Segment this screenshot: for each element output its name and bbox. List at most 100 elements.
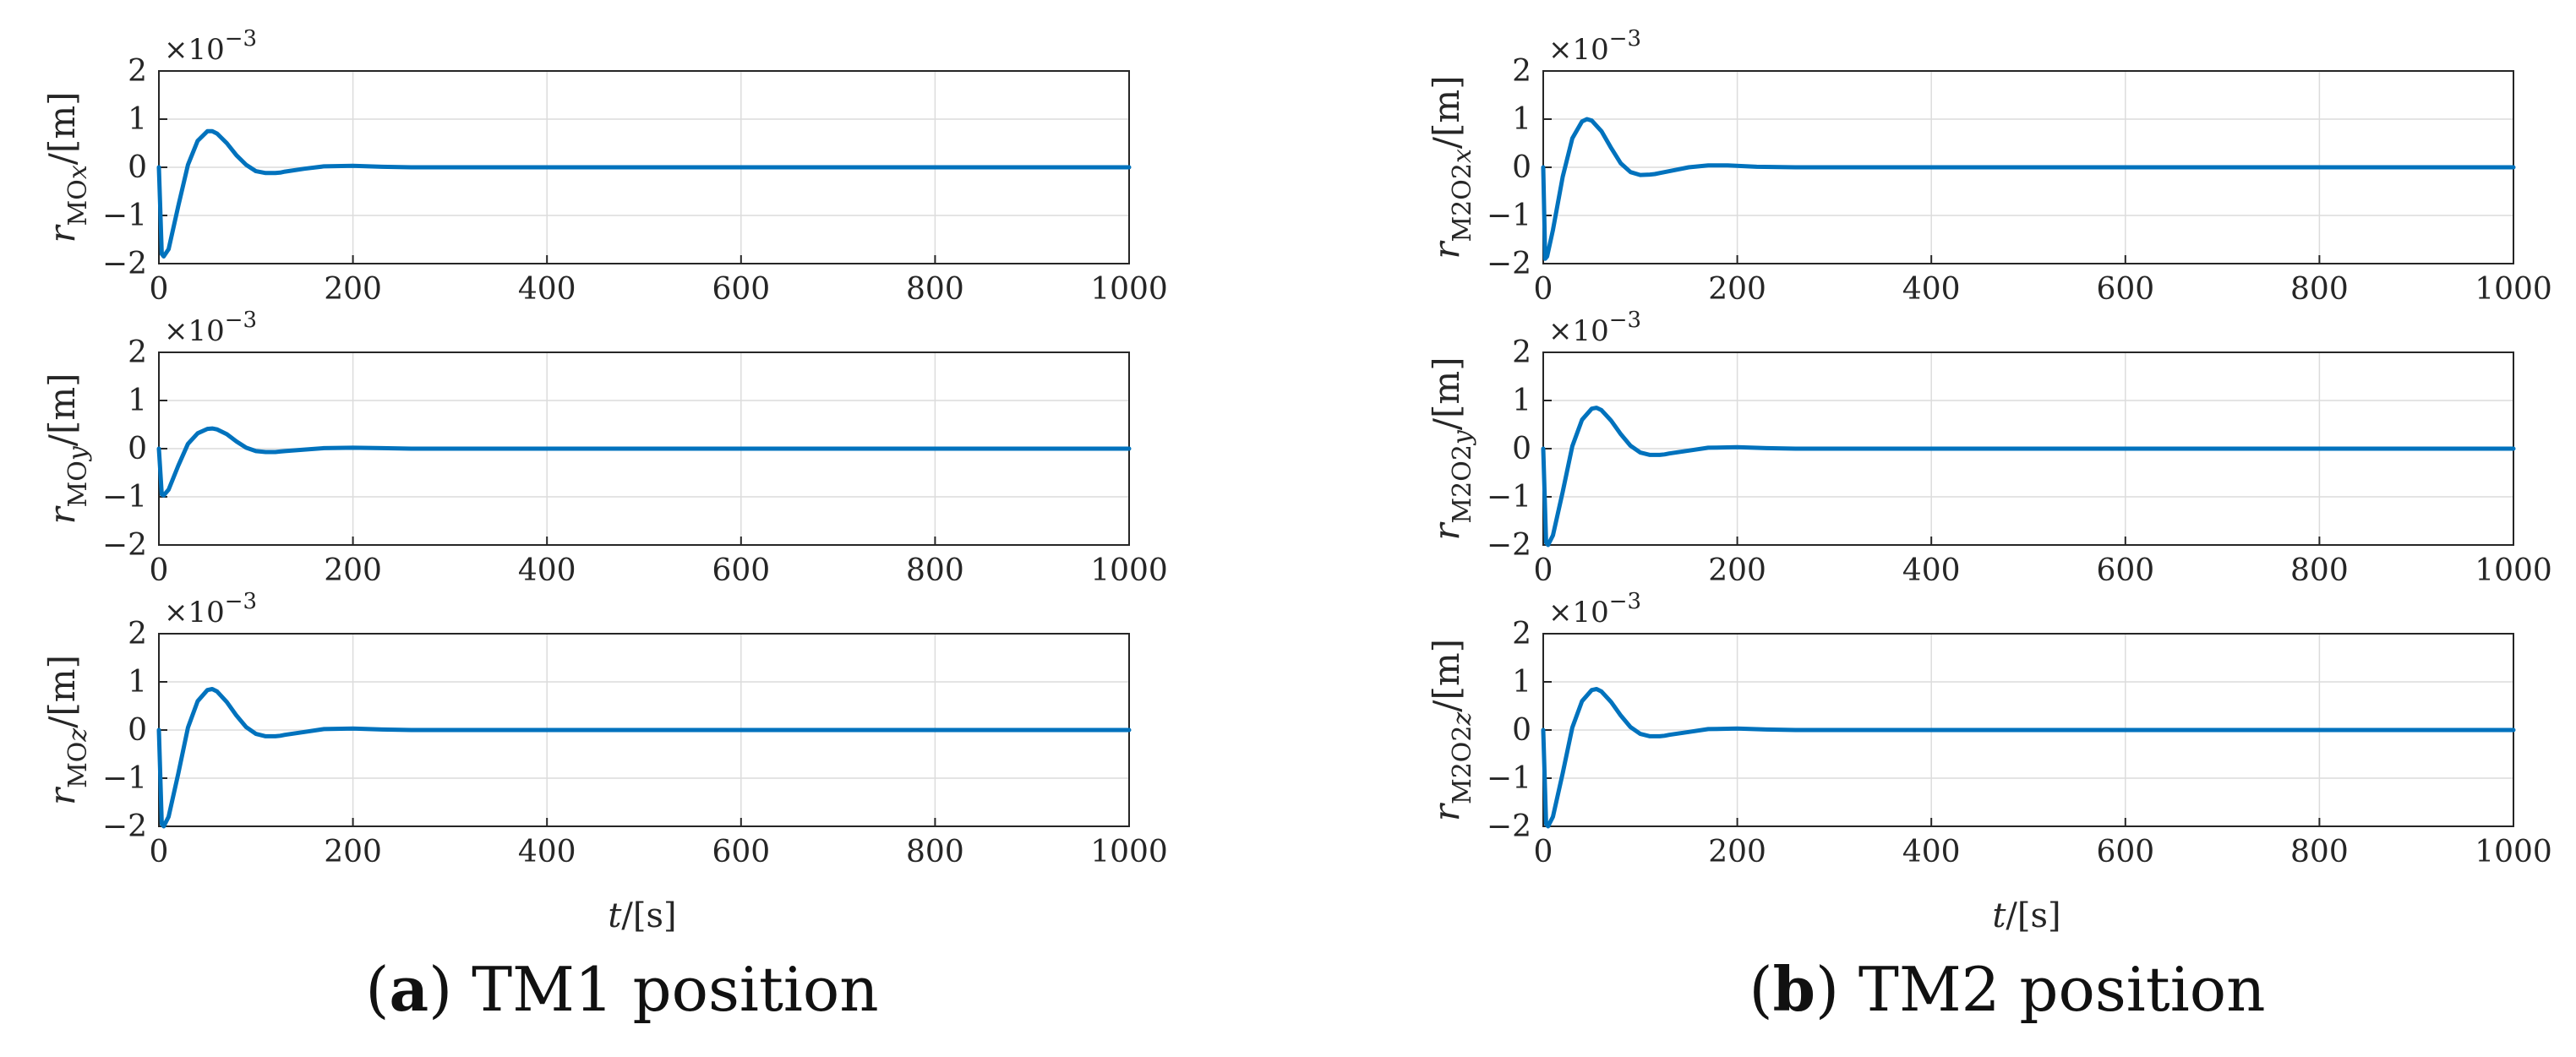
y-label-sub-axis-b2: y xyxy=(1448,429,1477,446)
y-axis-label-a1: rMOx/[m] xyxy=(41,91,93,242)
y-tick-label-a3-2: 0 xyxy=(128,713,147,748)
subplot-a3: 0 200 400 600 800 1000 2 1 0 −1 −2 ×10−3 rMOz/[m] xyxy=(41,589,1168,869)
y-exponent-value-a1: −3 xyxy=(225,26,257,52)
y-tick-label-b3-4: −2 xyxy=(1487,809,1531,844)
y-exponent-value-a2: −3 xyxy=(225,308,257,333)
x-tick-label-b1-3: 600 xyxy=(2096,272,2154,307)
x-tick-label-b3-4: 800 xyxy=(2290,835,2349,869)
x-axis-label-b: t/[s] xyxy=(1992,896,2060,935)
y-tick-label-b3-3: −1 xyxy=(1487,761,1531,796)
y-label-var-b3: r xyxy=(1426,802,1467,821)
y-exponent-label-a2: ×10−3 xyxy=(164,308,257,348)
x-tick-label-a3-3: 600 xyxy=(712,835,770,869)
x-axis-label-a: t/[s] xyxy=(608,896,676,935)
y-tick-label-a2-1: 1 xyxy=(128,384,147,418)
y-label-sub-axis-b1: x xyxy=(1448,149,1477,163)
y-label-sub-a1: MO xyxy=(63,179,93,226)
y-label-var-b1: r xyxy=(1426,240,1467,259)
series-line-a2-0 xyxy=(156,426,1132,498)
series-line-b1-0 xyxy=(1541,117,2516,261)
y-label-sub-b3: M2O2 xyxy=(1448,725,1477,804)
y-axis-label-a2: rMOy/[m] xyxy=(41,373,93,524)
x-tick-label-b1-2: 400 xyxy=(1902,272,1961,307)
x-tick-label-b1-4: 800 xyxy=(2290,272,2349,307)
y-exponent-label-a1: ×10−3 xyxy=(164,26,257,67)
y-label-var-a3: r xyxy=(41,786,83,805)
y-tick-label-b3-0: 2 xyxy=(1512,617,1531,651)
x-tick-label-b2-4: 800 xyxy=(2290,553,2349,588)
x-tick-label-b1-5: 1000 xyxy=(2475,272,2552,307)
y-label-var-a1: r xyxy=(41,224,83,243)
y-tick-label-a1-1: 1 xyxy=(128,102,147,137)
x-tick-label-a3-0: 0 xyxy=(150,835,169,869)
y-exponent-value-a3: −3 xyxy=(225,589,257,614)
y-label-sub-a2: MO xyxy=(63,460,93,507)
x-tick-label-b3-3: 600 xyxy=(2096,835,2154,869)
y-exponent-value-b2: −3 xyxy=(1609,308,1641,333)
y-tick-label-a1-4: −2 xyxy=(102,247,147,281)
y-exponent-label-a3: ×10−3 xyxy=(164,589,257,629)
y-tick-label-b2-2: 0 xyxy=(1512,432,1531,466)
x-tick-label-a1-2: 400 xyxy=(518,272,576,307)
y-tick-label-a2-4: −2 xyxy=(102,528,147,563)
x-tick-label-a1-5: 1000 xyxy=(1090,272,1168,307)
subplot-b3: 0 200 400 600 800 1000 2 1 0 −1 −2 ×10−3 rM2O2z/[m] xyxy=(1426,589,2552,869)
x-tick-label-a1-3: 600 xyxy=(712,272,770,307)
y-exponent-label-b1: ×10−3 xyxy=(1548,26,1641,67)
y-tick-label-b1-1: 1 xyxy=(1512,102,1531,137)
x-tick-label-b3-1: 200 xyxy=(1708,835,1766,869)
y-label-unit-a2: /[m] xyxy=(41,373,83,446)
series-line-a3-0 xyxy=(156,687,1132,829)
subplot-b1: 0 200 400 600 800 1000 2 1 0 −1 −2 ×10−3 rM2O2x/[m] xyxy=(1426,26,2552,307)
x-tick-label-a1-1: 200 xyxy=(324,272,382,307)
y-tick-label-a1-3: −1 xyxy=(102,199,147,233)
y-tick-label-a3-4: −2 xyxy=(102,809,147,844)
x-tick-label-b3-0: 0 xyxy=(1534,835,1553,869)
y-tick-label-a2-3: −1 xyxy=(102,480,147,515)
y-tick-label-b1-4: −2 xyxy=(1487,247,1531,281)
y-tick-label-b3-2: 0 xyxy=(1512,713,1531,748)
x-tick-label-a3-1: 200 xyxy=(324,835,382,869)
y-exponent-label-b3: ×10−3 xyxy=(1548,589,1641,629)
y-axis-label-b3: rM2O2z/[m] xyxy=(1426,639,1477,821)
x-tick-label-a2-1: 200 xyxy=(324,553,382,588)
x-tick-label-a3-5: 1000 xyxy=(1090,835,1168,869)
y-exponent-label-b2: ×10−3 xyxy=(1548,308,1641,348)
y-tick-label-b1-0: 2 xyxy=(1512,54,1531,89)
x-tick-label-b2-2: 400 xyxy=(1902,553,1961,588)
y-label-sub-b2: M2O2 xyxy=(1448,444,1477,524)
caption-a: (a) TM1 position xyxy=(365,953,878,1025)
y-label-unit-b1: /[m] xyxy=(1426,75,1467,149)
x-tick-label-b3-5: 1000 xyxy=(2475,835,2552,869)
y-tick-label-b2-3: −1 xyxy=(1487,480,1531,515)
subplot-a2: 0 200 400 600 800 1000 2 1 0 −1 −2 ×10−3 rMOy/[m] xyxy=(41,308,1168,588)
y-tick-label-b1-2: 0 xyxy=(1512,150,1531,185)
y-label-sub-axis-b3: z xyxy=(1448,711,1477,726)
y-tick-label-a2-2: 0 xyxy=(128,432,147,466)
y-label-var-a2: r xyxy=(41,505,83,525)
x-tick-label-b2-3: 600 xyxy=(2096,553,2154,588)
subplot-a1: 0 200 400 600 800 1000 2 1 0 −1 −2 ×10−3 rMOx/[m] xyxy=(41,26,1168,307)
y-tick-label-b2-1: 1 xyxy=(1512,384,1531,418)
x-tick-label-a3-4: 800 xyxy=(906,835,964,869)
y-label-unit-a1: /[m] xyxy=(41,91,83,165)
y-label-sub-axis-a3: z xyxy=(63,728,93,743)
caption-b: (b) TM2 position xyxy=(1749,953,2266,1025)
y-label-var-b2: r xyxy=(1426,521,1467,541)
series-line-a1-0 xyxy=(156,128,1132,259)
y-tick-label-b2-0: 2 xyxy=(1512,335,1531,370)
subplot-b2: 0 200 400 600 800 1000 2 1 0 −1 −2 ×10−3 rM2O2y/[m] xyxy=(1426,308,2552,588)
x-tick-label-b2-5: 1000 xyxy=(2475,553,2552,588)
y-tick-label-a3-1: 1 xyxy=(128,665,147,700)
x-tick-label-a1-0: 0 xyxy=(150,272,169,307)
x-tick-label-b2-1: 200 xyxy=(1708,553,1766,588)
y-tick-label-b1-3: −1 xyxy=(1487,199,1531,233)
x-tick-label-b1-1: 200 xyxy=(1708,272,1766,307)
y-label-unit-b3: /[m] xyxy=(1426,639,1467,712)
y-axis-label-b2: rM2O2y/[m] xyxy=(1426,357,1477,540)
y-tick-label-a2-0: 2 xyxy=(128,335,147,370)
y-axis-label-a3: rMOz/[m] xyxy=(41,655,93,805)
y-label-sub-axis-a1: x xyxy=(63,165,93,179)
